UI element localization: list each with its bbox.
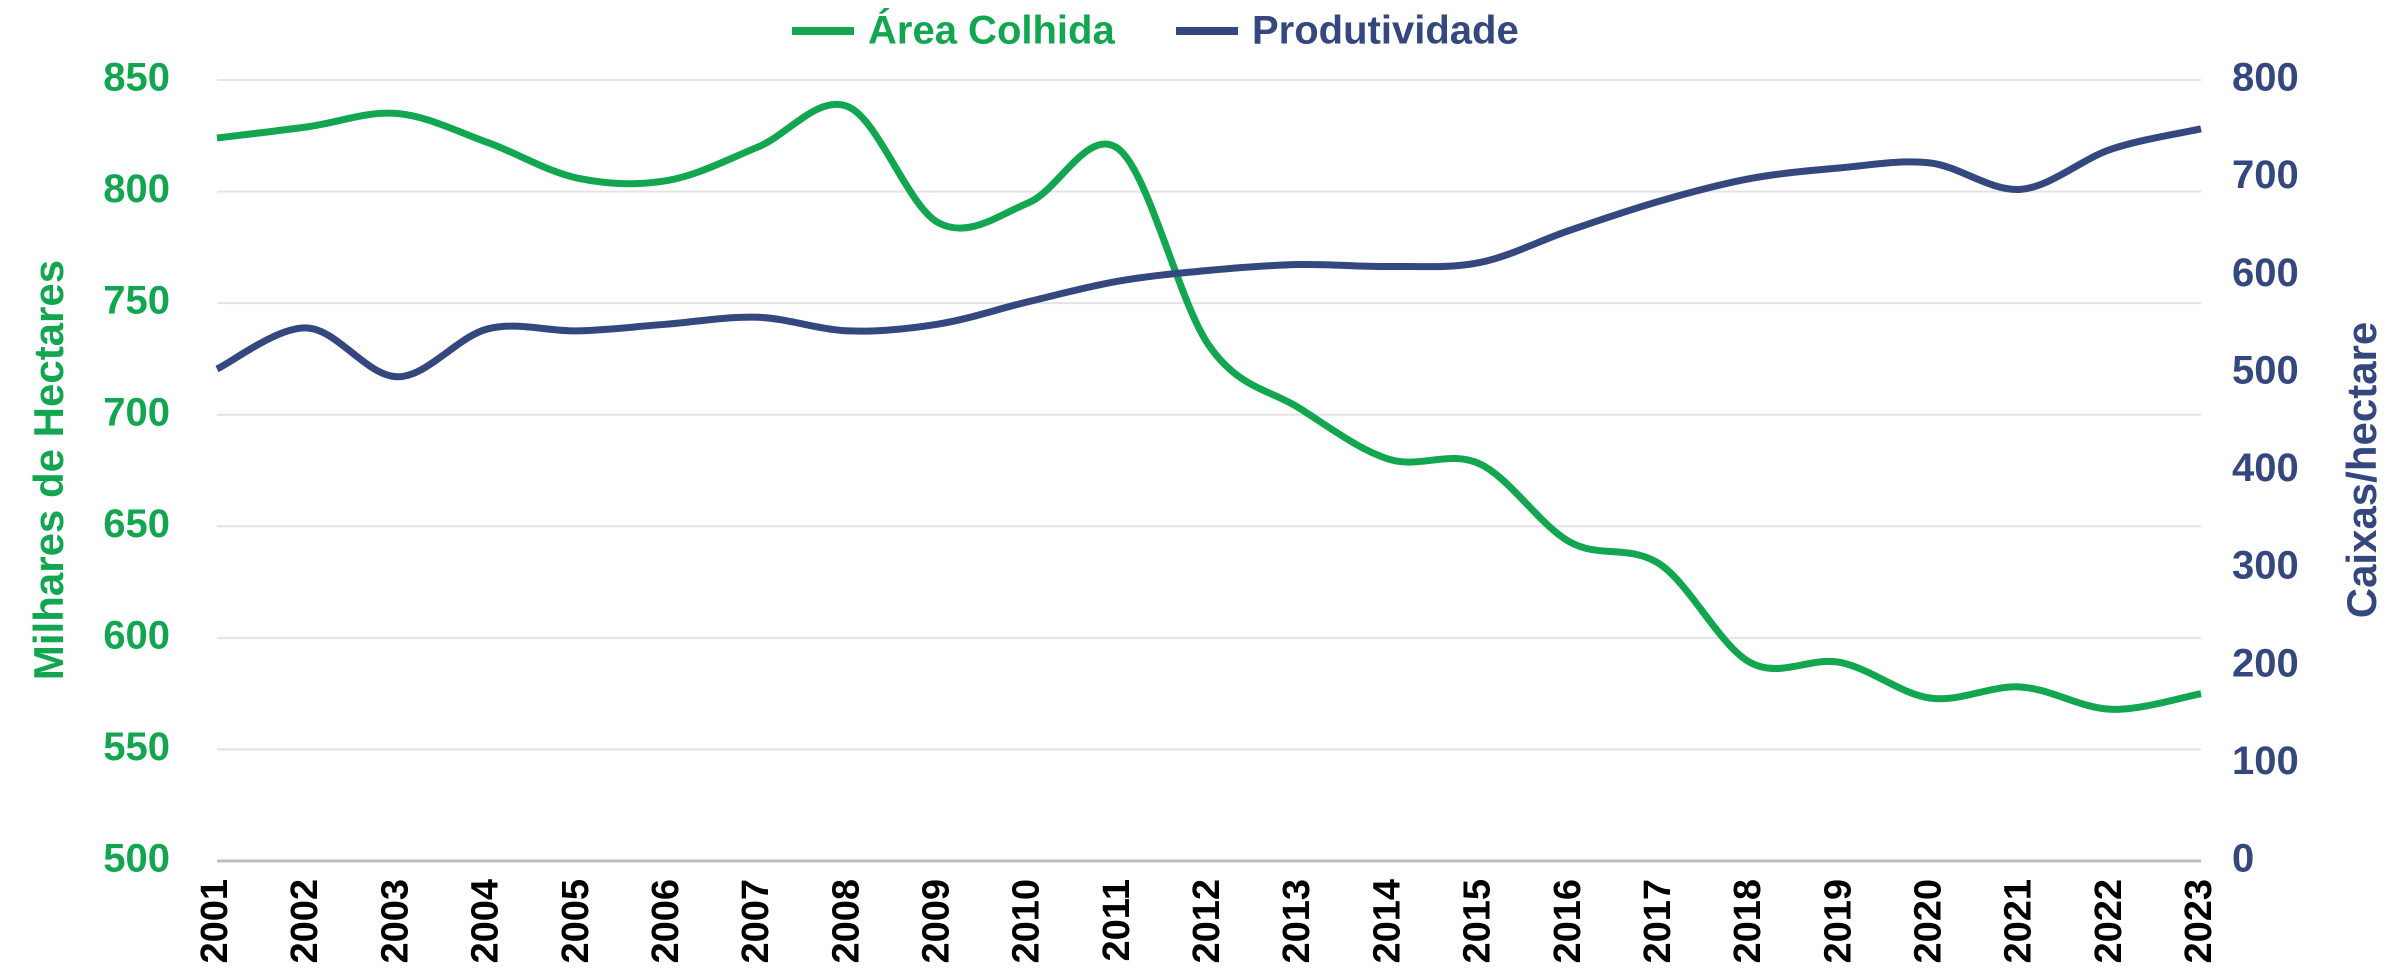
series-line	[216, 101, 2202, 713]
y2-tick-label: 700	[2232, 153, 2299, 197]
y2-tick-label: 100	[2232, 739, 2299, 783]
x-tick-label: 2020	[1907, 879, 1949, 964]
x-tick-label: 2005	[555, 879, 597, 964]
y-axis-label: Milhares de Hectares	[25, 260, 72, 680]
legend-label: Área Colhida	[868, 8, 1115, 53]
y-tick-label: 550	[103, 725, 170, 769]
y-tick-label: 750	[103, 279, 170, 323]
y-tick-label: 650	[103, 502, 170, 546]
y2-tick-label: 800	[2232, 56, 2299, 100]
y-tick-label: 700	[103, 390, 170, 434]
x-tick-label: 2016	[1547, 879, 1589, 964]
y2-tick-label: 400	[2232, 446, 2299, 490]
y2-tick-label: 600	[2232, 251, 2299, 295]
x-tick-label: 2007	[735, 879, 777, 964]
y2-tick-label: 0	[2232, 837, 2254, 881]
x-tick-label: 2017	[1637, 879, 1679, 964]
y2-tick-label: 200	[2232, 641, 2299, 685]
x-tick-label: 2018	[1727, 879, 1769, 964]
x-tick-label: 2015	[1457, 879, 1499, 964]
x-tick-label: 2010	[1006, 879, 1048, 964]
y2-tick-label: 500	[2232, 348, 2299, 392]
x-tick-label: 2009	[915, 879, 957, 964]
x-tick-label: 2002	[284, 879, 326, 964]
y-tick-label: 600	[103, 613, 170, 657]
x-tick-label: 2012	[1186, 879, 1228, 964]
x-tick-label: 2022	[2088, 879, 2130, 964]
x-tick-label: 2011	[1096, 879, 1138, 961]
x-tick-label: 2019	[1817, 879, 1859, 964]
x-tick-label: 2008	[825, 879, 867, 964]
x-tick-label: 2021	[1998, 879, 2040, 964]
series-line	[215, 125, 2202, 381]
y-tick-label: 850	[103, 56, 170, 100]
x-tick-label: 2003	[374, 879, 416, 964]
x-tick-label: 2014	[1366, 879, 1408, 964]
x-tick-label: 2001	[194, 879, 236, 964]
legend-label: Produtividade	[1252, 9, 1519, 53]
x-tick-label: 2013	[1276, 879, 1318, 964]
x-tick-label: 2023	[2178, 879, 2220, 964]
y2-axis-label: Caixas/hectare	[2338, 322, 2385, 619]
x-tick-label: 2006	[645, 879, 687, 964]
y-tick-label: 500	[103, 837, 170, 881]
x-tick-label: 2004	[465, 879, 507, 964]
y2-tick-label: 300	[2232, 544, 2299, 588]
y-tick-label: 800	[103, 167, 170, 211]
